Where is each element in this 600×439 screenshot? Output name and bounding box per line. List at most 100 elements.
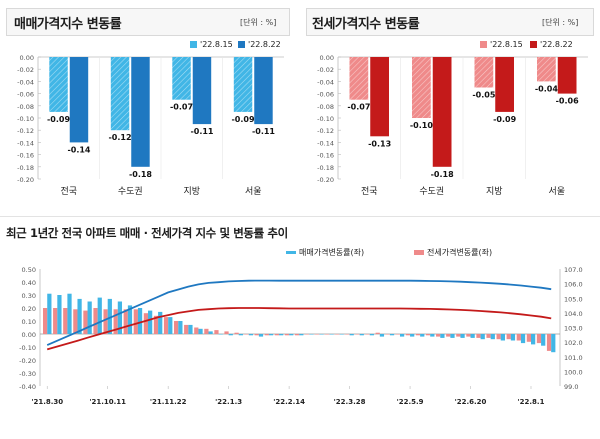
jeonse-bar-chart: 0.00 -0.02 -0.04 -0.06 -0.08 -0.10 -0.12 -0.14 -… [317, 54, 588, 197]
trend-sale-bar [127, 305, 133, 334]
trend-ytick-left-label: 0.00 [22, 331, 36, 339]
trend-ytick-right-label: 105.0 [564, 295, 583, 303]
sale-bar-b [69, 57, 89, 143]
trend-ytick-left-label: 0.10 [22, 318, 36, 326]
trend-sale-bar [67, 293, 72, 334]
trend-panel-title: 최근 1년간 전국 아파트 매매 · 전세가격 지수 및 변동률 추이 [6, 226, 288, 240]
sale-bar-b [254, 57, 273, 125]
trend-sale-bar [530, 334, 536, 345]
trend-jeonse-bar [143, 313, 149, 334]
trend-jeonse-bar [204, 328, 209, 334]
trend-jeonse-bar [385, 334, 390, 335]
trend-sale-index-line [46, 279, 552, 346]
trend-sale-bar [57, 295, 62, 334]
trend-ytick-left-label: -0.30 [19, 370, 36, 378]
sale-ytick-label: -0.12 [17, 127, 34, 135]
trend-sale-bar [238, 334, 243, 336]
jeonse-ytick-label: -0.14 [317, 139, 334, 147]
trend-ytick-left-label: 0.50 [22, 266, 36, 274]
trend-sale-bar [279, 334, 284, 336]
jeonse-ytick-label: -0.18 [317, 164, 334, 172]
trend-sale-bar [87, 301, 92, 334]
jeonse-bar-b [495, 57, 514, 112]
jeonse-change-panel: 전세가격지수 변동률 [단위 : %] '22.8.15 '22.8.22 0.… [302, 4, 596, 209]
trend-sale-bar [410, 334, 415, 337]
trend-jeonse-bar [466, 334, 471, 337]
trend-sale-bar [329, 334, 334, 335]
jeonse-data-label: -0.13 [368, 139, 391, 148]
trend-sale-bar [480, 334, 485, 340]
sale-data-label: -0.12 [108, 133, 131, 142]
jeonse-legend-b-label: '22.8.22 [540, 40, 573, 49]
jeonse-bar-b [557, 57, 577, 94]
trend-jeonse-bar [123, 309, 128, 334]
trend-jeonse-bar [476, 334, 481, 338]
trend-sale-bar [551, 334, 556, 353]
section-divider [0, 216, 600, 217]
trend-jeonse-bar [486, 334, 491, 338]
trend-jeonse-bar [264, 334, 269, 336]
sale-bar-a [49, 57, 68, 112]
sale-ytick-label: 0.00 [20, 54, 34, 62]
trend-jeonse-bar [355, 334, 360, 335]
trend-xtick-label: '22.2.14 [273, 398, 305, 406]
trend-jeonse-index-line [46, 307, 552, 351]
sale-ytick-label: -0.14 [17, 139, 34, 147]
trend-jeonse-bar [214, 330, 219, 334]
trend-jeonse-bar [254, 334, 259, 336]
trend-jeonse-bar [325, 334, 330, 335]
trend-jeonse-bar [294, 334, 300, 336]
sale-bar-b [131, 57, 150, 167]
trend-jeonse-bar [83, 310, 88, 334]
trend-xtick-label: '22.6.20 [455, 398, 487, 406]
trend-sale-bar [218, 334, 223, 335]
trend-jeonse-bar [456, 334, 461, 337]
trend-ytick-left-label: 0.40 [22, 279, 36, 287]
sale-bar-chart: 0.00 -0.02 -0.04 -0.06 -0.08 -0.10 -0.12 -0.14 -… [17, 54, 284, 197]
trend-jeonse-bar [436, 334, 441, 337]
trend-sale-bar [268, 334, 274, 336]
trend-jeonse-bar [103, 309, 108, 334]
jeonse-category-label: 수도권 [419, 185, 444, 197]
trend-ytick-right-label: 102.0 [564, 339, 583, 347]
sale-ytick-label: -0.20 [17, 176, 34, 184]
sale-data-label: -0.11 [190, 127, 213, 136]
trend-sale-bar [178, 321, 183, 334]
trend-sale-bar [430, 334, 435, 337]
trend-ytick-left-label: -0.20 [19, 357, 36, 365]
trend-legend-sale: 매매가격변동률(좌) [286, 247, 364, 258]
jeonse-data-label: -0.04 [535, 84, 558, 93]
trend-xtick-label: '22.5.9 [397, 398, 424, 406]
trend-jeonse-bar [415, 334, 421, 336]
trend-sale-bar [349, 334, 354, 336]
trend-jeonse-bar [73, 309, 78, 334]
jeonse-data-label: -0.06 [556, 97, 579, 106]
trend-jeonse-bar [506, 334, 511, 340]
trend-sale-bar [460, 334, 465, 338]
trend-jeonse-bar [174, 321, 179, 334]
jeonse-panel-title: 전세가격지수 변동률 [312, 17, 420, 32]
trend-xtick-label: '22.8.1 [518, 398, 545, 406]
trend-ytick-right-label: 100.0 [564, 368, 583, 376]
sale-legend-b-swatch [238, 41, 245, 48]
sale-panel-title: 매매가격지수 변동률 [14, 17, 122, 32]
jeonse-category-label: 서울 [548, 186, 565, 197]
trend-sale-bar [319, 334, 324, 335]
trend-jeonse-bar [446, 334, 451, 337]
trend-sale-bar [440, 334, 445, 338]
jeonse-unit-label: [단위 : %] [542, 18, 579, 27]
sale-legend-a-label: '22.8.15 [200, 40, 233, 49]
trend-sale-bar [500, 334, 505, 341]
sale-legend-b-label: '22.8.22 [248, 40, 281, 49]
trend-jeonse-bar [133, 309, 138, 334]
jeonse-legend-a: '22.8.15 [480, 40, 523, 49]
trend-sale-bar [510, 334, 516, 341]
jeonse-bar-b [370, 57, 389, 137]
jeonse-category-label: 지방 [486, 186, 503, 197]
trend-jeonse-bar [153, 315, 159, 334]
jeonse-ytick-label: -0.10 [317, 115, 334, 123]
trend-jeonse-bar [305, 334, 310, 335]
trend-sale-bar [208, 331, 213, 334]
trend-sale-bar [399, 334, 405, 337]
trend-jeonse-bar [284, 334, 290, 336]
